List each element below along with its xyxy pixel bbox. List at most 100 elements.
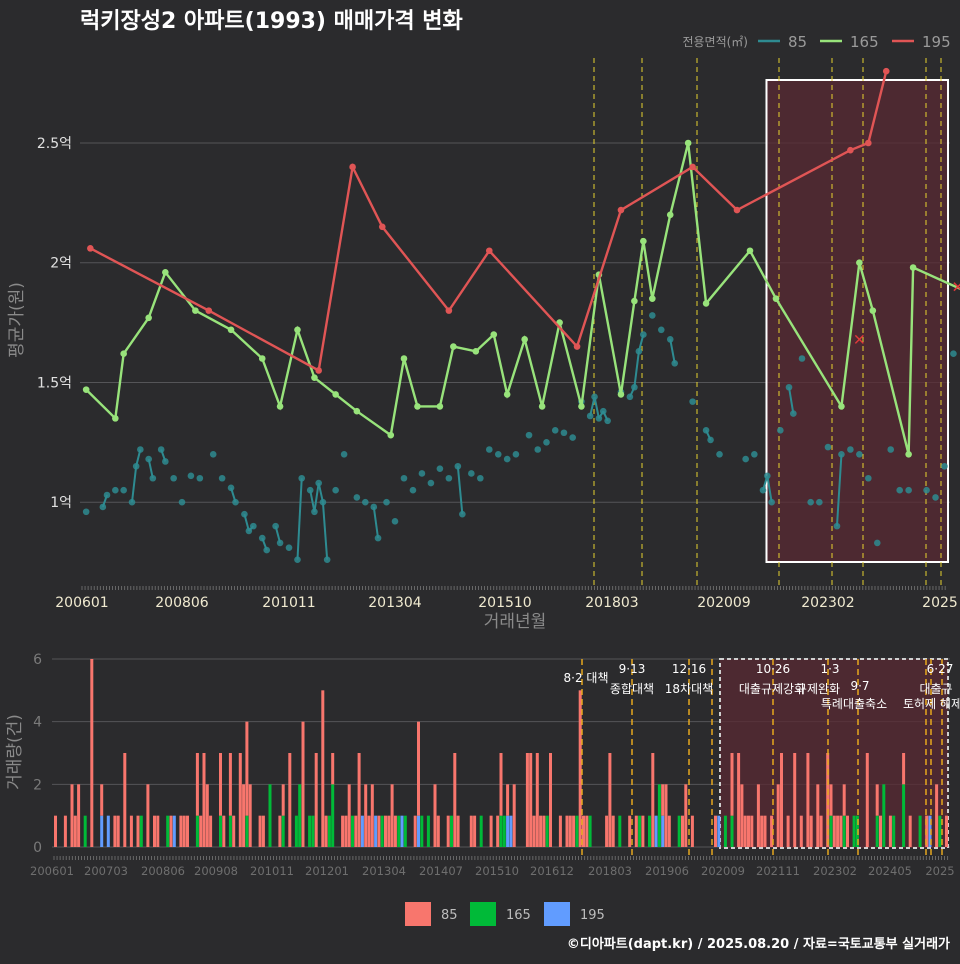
x-tick-label: 201510 (478, 595, 531, 611)
data-point-165 (856, 259, 863, 267)
bottom-panel: 0 2 4 6 거래량(건) 8·2 대책 9·13 종합대책 12·16 18차대책 10·26 대… (5, 652, 960, 878)
bar-165 (420, 815, 424, 847)
data-point-85 (132, 462, 140, 470)
legend-label-85: 85 (788, 33, 807, 51)
bar-y-tick-label: 0 (33, 840, 42, 856)
data-point-85 (569, 434, 576, 441)
bar-165 (380, 815, 384, 847)
bar-85 (532, 815, 536, 847)
data-point-85 (543, 439, 550, 446)
series-line-165 (85, 142, 960, 455)
data-point-85 (227, 484, 235, 492)
data-point-85 (847, 446, 854, 453)
bar-x-tick-label: 201407 (419, 864, 463, 878)
data-point-85 (512, 450, 520, 458)
series-85-segment (131, 466, 138, 503)
data-point-85 (716, 450, 723, 458)
bar-x-tick-label: 201906 (645, 864, 689, 878)
bar-85 (347, 784, 351, 847)
data-point-165 (450, 343, 457, 350)
bar-85 (816, 784, 820, 847)
data-point-165 (387, 431, 395, 439)
bar-85 (186, 815, 189, 847)
data-point-165 (649, 295, 656, 302)
data-point-85 (120, 486, 127, 494)
bar-x-tick-label: 202111 (756, 864, 800, 878)
bar-85 (169, 815, 173, 847)
y-tick-label: 2.5억 (37, 136, 72, 152)
policy-annotation: 10·26 (756, 662, 790, 676)
bar-85 (390, 784, 394, 847)
bar-85 (842, 784, 846, 816)
data-point-85 (149, 474, 157, 482)
data-point-165 (538, 403, 546, 410)
bar-85 (743, 815, 747, 847)
data-point-85 (353, 494, 361, 501)
bar-165 (245, 815, 249, 847)
bar-85 (232, 815, 236, 847)
bar-195 (928, 815, 932, 847)
bar-85 (875, 784, 879, 816)
data-point-85 (162, 458, 169, 465)
bar-195 (509, 815, 513, 847)
bar-85 (585, 815, 589, 847)
bar-85 (153, 815, 156, 847)
bar-x-tick-label: 200908 (194, 864, 238, 878)
bar-x-tick-label: 202302 (813, 864, 857, 878)
bar-x-tick-label: 202009 (701, 864, 745, 878)
bar-165 (403, 815, 407, 847)
bar-165 (166, 815, 170, 847)
data-point-85 (477, 474, 484, 482)
data-point-85 (666, 336, 674, 343)
bar-85 (651, 753, 655, 847)
bar-165 (730, 815, 734, 847)
bar-165 (294, 815, 298, 847)
legend-label-165: 165 (850, 33, 879, 51)
series-line-195 (89, 70, 888, 373)
bar-85 (456, 815, 460, 847)
data-point-85 (82, 508, 90, 516)
data-point-165 (112, 415, 119, 422)
data-point-195 (485, 247, 493, 255)
bar-165 (83, 815, 87, 847)
policy-annotation: 6·27 (927, 662, 954, 676)
bar-85 (568, 815, 572, 847)
bar-85 (628, 815, 632, 847)
data-point-165 (503, 391, 511, 398)
bar-165 (638, 815, 642, 847)
bar-85 (70, 784, 74, 847)
data-point-85 (285, 544, 293, 551)
data-point-85 (790, 410, 797, 417)
bar-85 (525, 753, 529, 847)
bar-195 (374, 815, 378, 847)
bar-165 (311, 815, 315, 847)
data-point-165 (311, 374, 318, 381)
bar-85 (222, 815, 226, 847)
data-point-165 (640, 237, 647, 245)
bar-195 (506, 815, 510, 847)
bar-85 (690, 815, 694, 847)
data-point-195 (378, 223, 386, 231)
bar-85 (634, 815, 638, 847)
bar-85 (539, 815, 543, 847)
bar-x-tick-label: 201304 (362, 864, 406, 878)
policy-annotation: 9·13 (619, 662, 646, 676)
bar-85 (199, 815, 203, 847)
bar-85 (278, 815, 282, 847)
bar-x-tick-label: 201011 (250, 864, 294, 878)
bar-195 (654, 815, 658, 847)
bar-165 (426, 815, 430, 847)
x-tick-label: 202009 (697, 595, 750, 611)
data-point-195 (87, 245, 94, 252)
bar-y-tick-label: 6 (33, 652, 42, 668)
data-point-85 (941, 462, 948, 470)
data-point-85 (263, 546, 271, 554)
bar-165 (657, 784, 661, 847)
bar-legend-swatch-85 (405, 902, 431, 926)
bar-165 (618, 815, 622, 847)
data-point-85 (374, 534, 382, 542)
data-point-85 (178, 498, 186, 506)
data-point-165 (869, 307, 877, 314)
series-85-segment (456, 466, 464, 515)
highlight-region (765, 79, 949, 563)
